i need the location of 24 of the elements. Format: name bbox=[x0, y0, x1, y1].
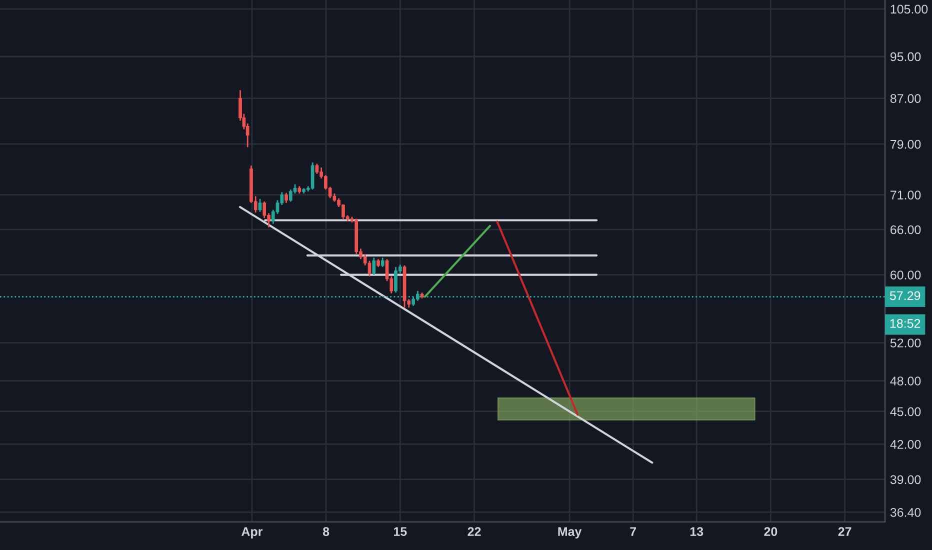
y-tick-label: 48.00 bbox=[890, 376, 921, 386]
y-tick-label: 87.00 bbox=[890, 94, 921, 103]
text: 18:52 bbox=[890, 319, 920, 328]
x-tick-label: 20 bbox=[764, 527, 778, 536]
y-tick-label: 39.00 bbox=[890, 475, 921, 484]
y-tick-label: 36.40 bbox=[890, 508, 921, 517]
y-tick-label: 60.00 bbox=[890, 270, 921, 280]
y-tick-label: 52.00 bbox=[890, 338, 921, 348]
y-tick-label: 105.00 bbox=[890, 4, 928, 14]
x-tick-label: 13 bbox=[690, 527, 704, 536]
x-tick-label: May bbox=[558, 527, 582, 538]
y-tick-label: 79.00 bbox=[890, 140, 921, 149]
x-tick-label: 15 bbox=[394, 527, 407, 536]
y-tick-label: 71.00 bbox=[890, 190, 921, 200]
x-tick-label: 22 bbox=[468, 527, 481, 536]
y-tick-label: 66.00 bbox=[890, 225, 921, 234]
y-tick-label: 95.00 bbox=[890, 52, 921, 62]
x-tick-label: Apr bbox=[242, 527, 263, 538]
x-tick-label: 8 bbox=[322, 527, 330, 536]
x-tick-label: 27 bbox=[838, 527, 852, 536]
x-tick-label: 7 bbox=[630, 527, 636, 536]
y-tick-label: 45.00 bbox=[890, 407, 921, 416]
ref-line-label: 57.29 bbox=[890, 291, 920, 300]
y-tick-label: 42.00 bbox=[890, 440, 921, 449]
